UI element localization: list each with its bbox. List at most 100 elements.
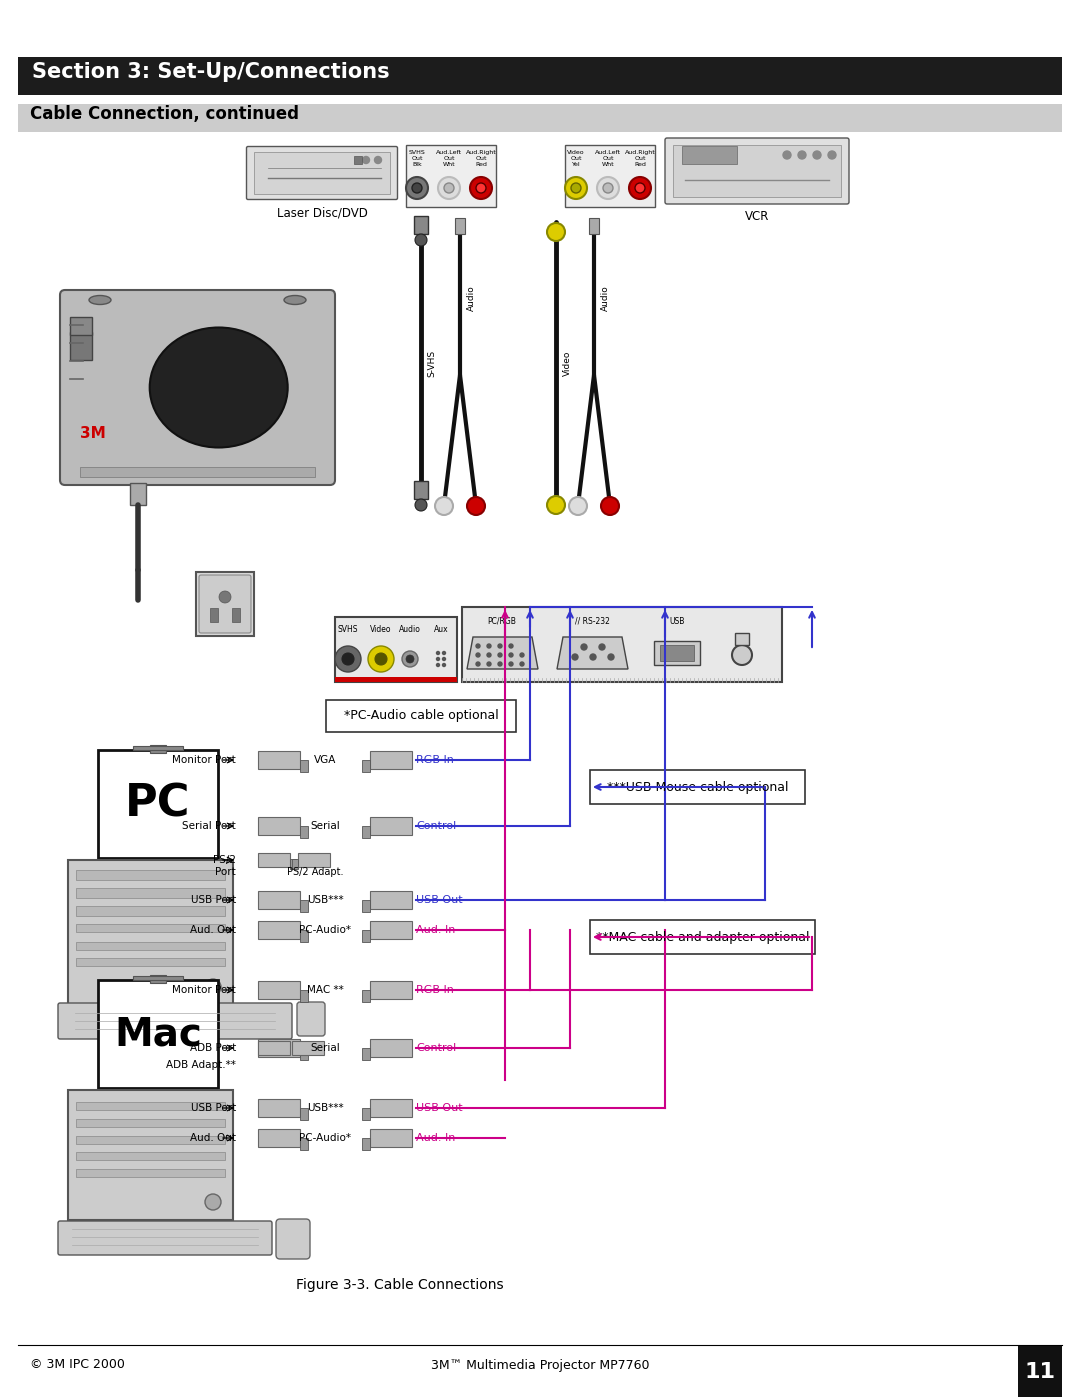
Bar (565, 145, 654, 207)
Text: Mac: Mac (114, 1016, 202, 1053)
Bar (362, 760, 370, 773)
Circle shape (415, 235, 427, 246)
Circle shape (635, 183, 645, 193)
Text: Aud. In: Aud. In (416, 925, 456, 935)
FancyBboxPatch shape (276, 1220, 310, 1259)
Circle shape (813, 151, 821, 159)
Bar (258, 1041, 291, 1055)
Circle shape (498, 662, 502, 666)
Circle shape (375, 156, 381, 163)
Bar (76, 1119, 225, 1127)
Bar (370, 1099, 411, 1118)
Circle shape (629, 177, 651, 198)
Circle shape (565, 177, 588, 198)
Bar (455, 218, 465, 235)
Bar (76, 1102, 225, 1111)
Text: ***USB Mouse cable optional: ***USB Mouse cable optional (607, 781, 788, 793)
Text: USB Port: USB Port (191, 1104, 237, 1113)
Bar (210, 608, 218, 622)
Text: Laser Disc/DVD: Laser Disc/DVD (276, 207, 367, 219)
Circle shape (498, 652, 502, 657)
Text: USB Out: USB Out (416, 895, 462, 905)
Bar (300, 760, 308, 773)
Bar (462, 608, 782, 682)
Text: 11: 11 (1025, 1362, 1055, 1382)
Text: Video: Video (370, 624, 392, 634)
Bar (258, 854, 291, 868)
Circle shape (600, 497, 619, 515)
Bar (76, 942, 225, 950)
Bar (362, 990, 370, 1002)
Circle shape (476, 644, 480, 648)
Circle shape (435, 497, 453, 515)
Circle shape (476, 183, 486, 193)
Text: SVHS
Out
Blk: SVHS Out Blk (408, 149, 426, 166)
Text: MAC **: MAC ** (307, 985, 343, 995)
Bar (326, 700, 516, 732)
Bar (258, 891, 300, 909)
Circle shape (590, 654, 596, 659)
Text: Audio: Audio (467, 285, 476, 312)
Bar (133, 977, 183, 981)
Circle shape (509, 662, 513, 666)
Bar (354, 156, 362, 163)
Bar (300, 1108, 308, 1120)
Bar (68, 1090, 233, 1220)
Bar (370, 891, 411, 909)
Circle shape (443, 658, 446, 661)
Text: ADB Adapt.**: ADB Adapt.** (166, 1060, 237, 1070)
Text: Control: Control (416, 821, 456, 831)
Text: VCR: VCR (745, 211, 769, 224)
Bar (76, 958, 225, 965)
FancyBboxPatch shape (199, 576, 251, 633)
Bar (298, 854, 330, 868)
Bar (232, 608, 240, 622)
Bar (254, 152, 390, 194)
Circle shape (219, 591, 231, 604)
Circle shape (581, 644, 588, 650)
Bar (735, 633, 750, 645)
Text: S-VHS: S-VHS (427, 349, 436, 377)
Bar (291, 859, 296, 869)
Circle shape (467, 497, 485, 515)
FancyBboxPatch shape (297, 1002, 325, 1037)
Text: PC-Audio*: PC-Audio* (299, 925, 351, 935)
Bar (362, 900, 370, 912)
Circle shape (608, 654, 615, 659)
Text: Port: Port (215, 868, 237, 877)
Bar (370, 752, 411, 768)
Circle shape (436, 658, 440, 661)
Text: Video: Video (563, 351, 572, 376)
FancyBboxPatch shape (98, 750, 218, 858)
Circle shape (509, 652, 513, 657)
Text: // RS-232: // RS-232 (575, 617, 609, 626)
Bar (76, 1169, 225, 1178)
Circle shape (411, 183, 422, 193)
Bar (76, 888, 225, 898)
Circle shape (406, 655, 414, 664)
Text: USB***: USB*** (307, 895, 343, 905)
Text: PS/2: PS/2 (213, 855, 237, 865)
Ellipse shape (284, 296, 306, 305)
Text: Monitor Port: Monitor Port (172, 754, 237, 766)
FancyBboxPatch shape (246, 147, 397, 200)
Circle shape (603, 183, 613, 193)
Bar (590, 770, 805, 805)
Bar (300, 900, 308, 912)
Circle shape (546, 224, 565, 242)
Circle shape (406, 177, 428, 198)
Bar (406, 145, 496, 207)
Text: PC-Audio*: PC-Audio* (299, 1133, 351, 1143)
Bar (80, 467, 315, 476)
Text: RGB In: RGB In (416, 985, 454, 995)
Polygon shape (557, 637, 627, 669)
Bar (130, 483, 146, 504)
Text: Control: Control (416, 1044, 456, 1053)
Text: © 3M IPC 2000: © 3M IPC 2000 (30, 1358, 125, 1372)
Ellipse shape (89, 296, 111, 305)
Ellipse shape (150, 327, 287, 447)
Circle shape (498, 644, 502, 648)
Text: Aud.Left
Out
Wht: Aud.Left Out Wht (436, 149, 462, 166)
Bar (76, 907, 225, 916)
Circle shape (509, 644, 513, 648)
